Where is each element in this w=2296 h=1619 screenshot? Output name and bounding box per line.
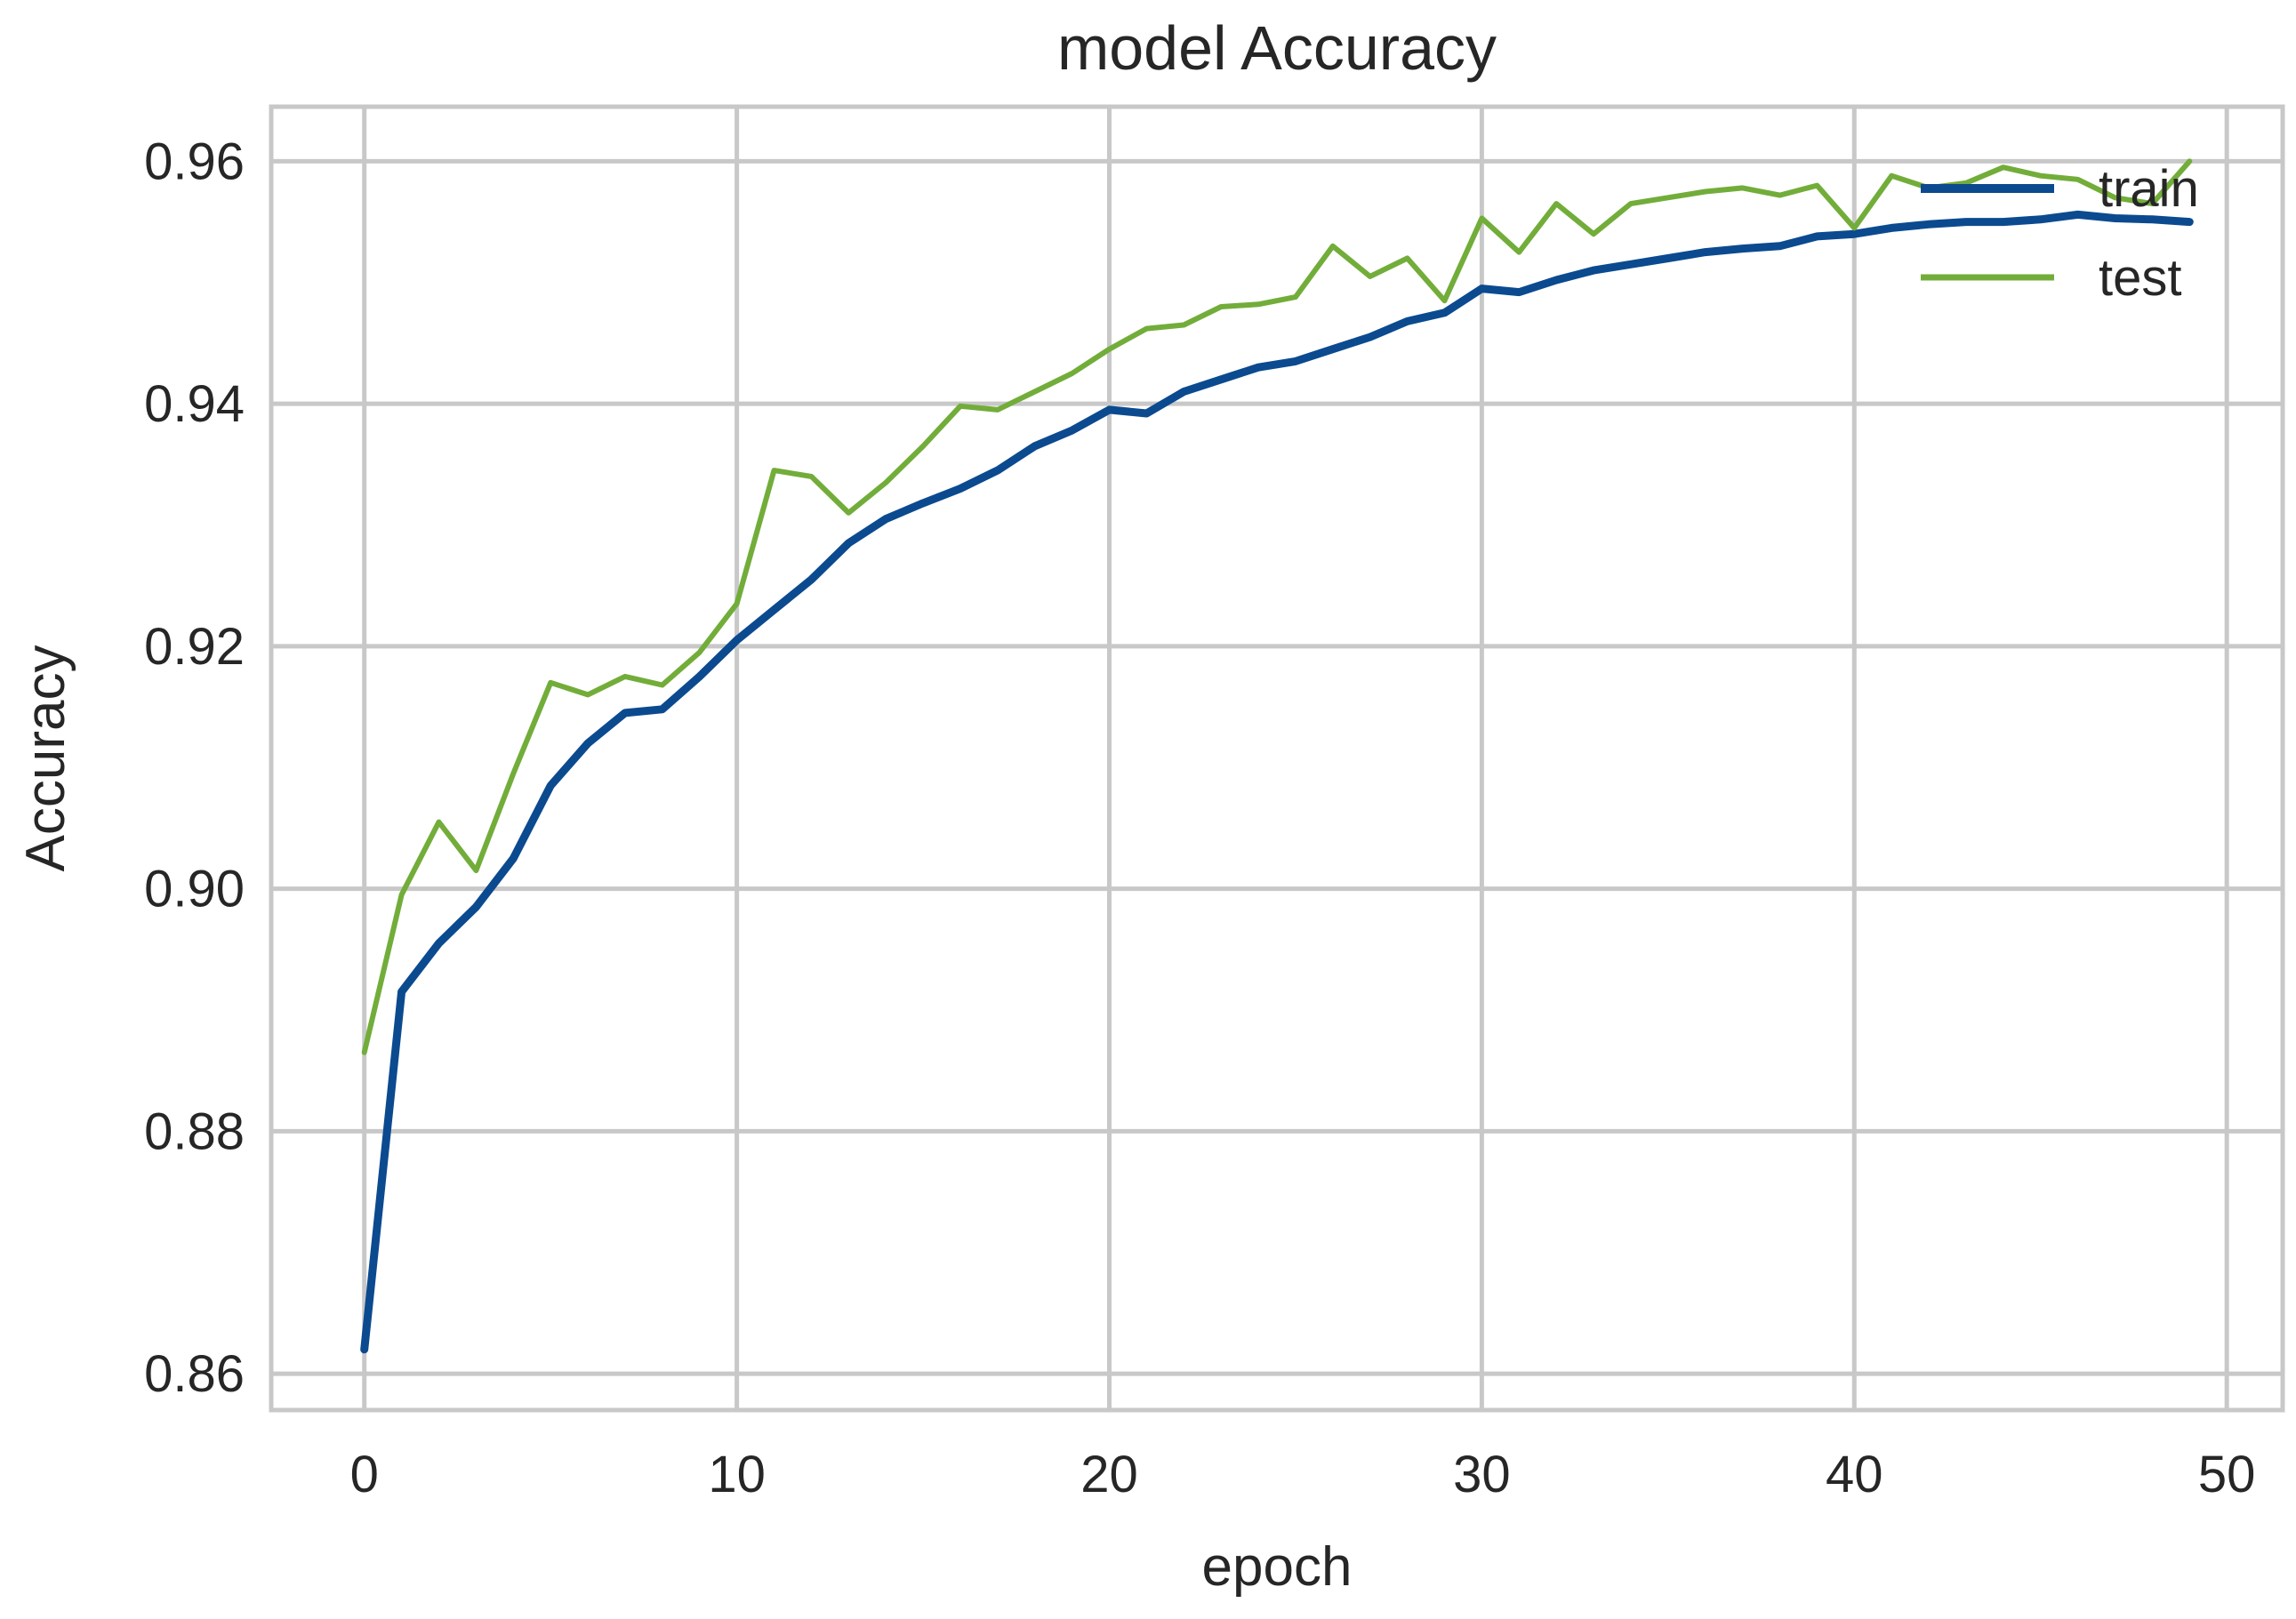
y-tick-label: 0.92 — [144, 618, 245, 676]
x-tick-label: 0 — [350, 1446, 379, 1503]
x-tick-label: 10 — [708, 1446, 766, 1503]
y-tick-label: 0.88 — [144, 1102, 245, 1160]
chart-title: model Accuracy — [1057, 13, 1497, 83]
y-tick-label: 0.90 — [144, 861, 245, 918]
legend-label-test: test — [2099, 249, 2182, 307]
x-axis-label: epoch — [1202, 1536, 1353, 1598]
series-line-train — [360, 210, 2194, 1354]
y-tick-label: 0.94 — [144, 375, 245, 433]
legend: train test — [1921, 160, 2199, 307]
y-axis-label: Accuracy — [15, 645, 76, 872]
plot-area — [269, 104, 2285, 1413]
x-tick-label: 50 — [2198, 1446, 2256, 1503]
series-line-test — [361, 158, 2193, 1055]
x-tick-label: 30 — [1453, 1446, 1511, 1503]
x-tick-label: 20 — [1080, 1446, 1138, 1503]
y-tick-label: 0.86 — [144, 1345, 245, 1403]
tick-labels: 0 10 20 30 40 50 0.86 0.88 0.90 0.92 0.94 0.96 — [144, 132, 2255, 1503]
series-lines — [360, 158, 2194, 1354]
y-tick-label: 0.96 — [144, 132, 245, 190]
grid-lines — [271, 107, 2283, 1410]
legend-label-train: train — [2099, 160, 2199, 218]
x-tick-label: 40 — [1826, 1446, 1883, 1503]
